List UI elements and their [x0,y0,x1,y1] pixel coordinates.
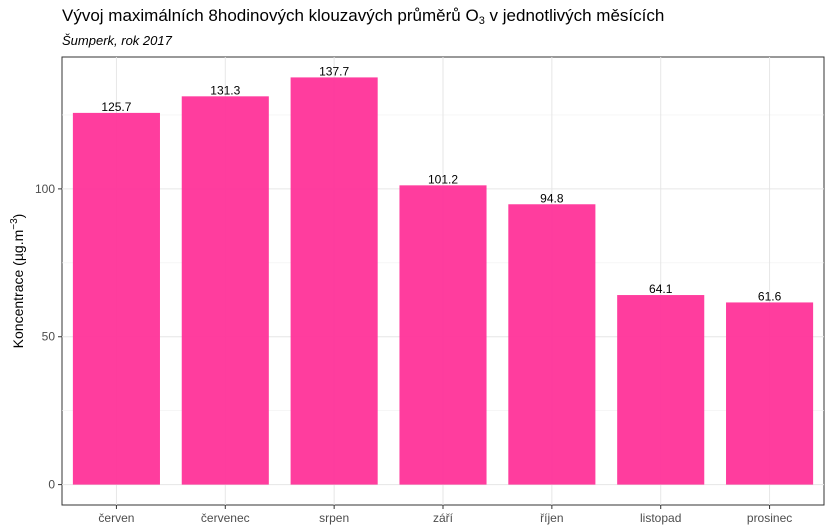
bar [290,77,378,485]
value-label: 125.7 [101,100,131,114]
value-label: 64.1 [649,282,673,296]
y-axis-title: Koncentrace (µg.m−3) [9,214,26,349]
x-tick-label: listopad [640,511,681,525]
y-tick-label: 100 [35,182,55,196]
y-axis: 0 50 100 [35,182,62,492]
y-tick-label: 50 [42,330,56,344]
bar [399,185,487,485]
x-tick-label: říjen [540,511,563,525]
x-tick-label: červen [98,511,134,525]
value-labels: 125.7 131.3 137.7 101.2 94.8 64.1 61.6 [101,64,781,303]
bar [617,295,705,485]
x-tick-label: prosinec [747,511,792,525]
value-label: 61.6 [758,289,782,303]
x-tick-label: srpen [319,511,349,525]
y-tick-label: 0 [48,478,55,492]
value-label: 101.2 [428,172,458,186]
chart-subtitle: Šumperk, rok 2017 [62,33,172,48]
value-label: 131.3 [210,83,240,97]
chart-title: Vývoj maximálních 8hodinových klouzavých… [62,6,665,27]
bar [181,96,269,485]
x-tick-label: září [433,511,454,525]
bar [726,302,814,485]
value-label: 137.7 [319,64,349,78]
x-axis: červen červenec srpen září říjen listopad pros… [98,505,792,525]
value-label: 94.8 [540,191,564,205]
bar [72,112,160,485]
bars [72,77,814,485]
x-tick-label: červenec [201,511,250,525]
bar [508,204,596,485]
